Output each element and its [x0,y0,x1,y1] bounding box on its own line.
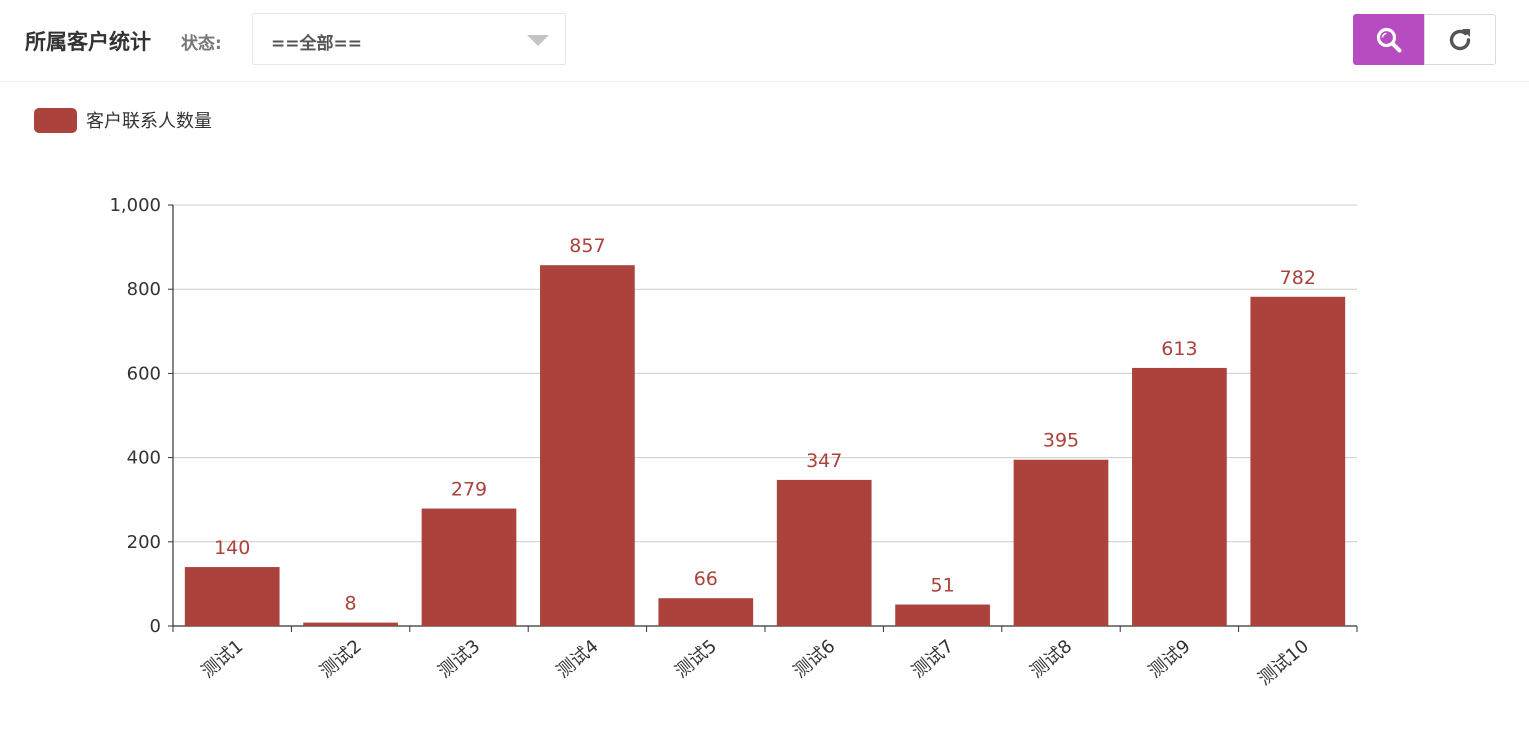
data-label: 279 [451,479,487,501]
data-label: 51 [931,575,955,597]
y-tick-label: 400 [127,448,161,469]
x-tick-label: 测试7 [908,636,958,683]
x-tick-label: 测试3 [434,636,484,683]
refresh-button[interactable] [1424,14,1496,65]
x-tick-label: 测试2 [316,636,366,683]
x-tick-label: 测试8 [1026,636,1076,683]
bar [540,265,635,626]
bar [1250,296,1346,626]
bar [303,622,398,626]
data-label: 395 [1043,430,1079,452]
chart-legend[interactable]: 客户联系人数量 [34,106,212,134]
x-tick-label: 测试1 [198,636,248,683]
refresh-icon [1449,28,1471,50]
bar [658,598,754,626]
bar [895,604,990,626]
data-label: 857 [569,235,605,257]
y-tick-label: 600 [127,363,161,384]
bar [1132,367,1227,626]
data-label: 8 [345,593,357,615]
data-label: 347 [806,450,842,472]
x-tick-label: 测试9 [1145,636,1195,683]
page-title: 所属客户统计 [25,30,151,54]
x-tick-label: 测试5 [671,636,721,683]
status-select[interactable]: ==全部== [252,13,566,65]
legend-swatch [34,107,77,133]
search-button[interactable] [1353,14,1425,65]
bar [421,508,517,626]
y-tick-label: 0 [150,616,161,637]
data-label: 782 [1280,267,1316,289]
x-tick-label: 测试10 [1254,636,1313,690]
y-tick-label: 800 [127,279,161,300]
data-label: 140 [214,537,250,559]
status-label: 状态: [181,34,222,54]
y-tick-label: 200 [127,532,161,553]
legend-label: 客户联系人数量 [86,111,212,132]
bar [776,479,872,626]
data-label: 613 [1161,338,1197,360]
chevron-down-icon [527,35,549,46]
bar [184,567,280,626]
y-tick-label: 1,000 [109,195,161,216]
bar [1013,459,1109,626]
x-tick-label: 测试4 [553,636,603,683]
x-tick-label: 测试6 [790,636,840,683]
search-icon [1376,27,1402,52]
data-label: 66 [694,568,718,590]
toolbar: 所属客户统计 状态: ==全部== [0,0,1529,82]
status-select-value: ==全部== [271,34,362,54]
